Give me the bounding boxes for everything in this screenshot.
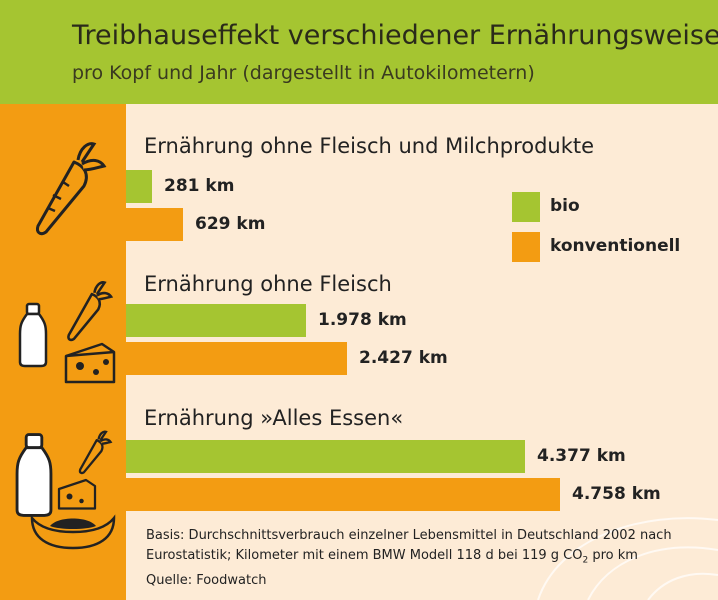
group-title-omnivore: Ernährung »Alles Essen« [144,406,404,430]
footnote-subscript: 2 [582,555,589,566]
value-label-bio-1: 1.978 km [318,310,407,330]
legend-label-conventional: konventionell [550,236,681,256]
milk-bottle-icon [15,433,53,517]
carrot-icon [78,430,113,475]
legend-label-bio: bio [550,196,580,216]
bar-conventional-2 [126,478,560,511]
value-label-conventional-0: 629 km [195,214,266,234]
footnote-line-2-end: pro km [588,548,638,563]
header-band: Treibhauseffekt verschiedener Ernährungs… [0,0,718,104]
legend-swatch-conventional [512,232,540,262]
value-label-conventional-1: 2.427 km [359,348,448,368]
sausage-icon [30,514,116,550]
footnote-line-1: Basis: Durchschnittsverbrauch einzelner … [146,528,672,543]
chart-title: Treibhauseffekt verschiedener Ernährungs… [72,20,718,51]
bar-bio-2 [126,440,525,473]
footnote: Basis: Durchschnittsverbrauch einzelner … [146,526,672,591]
carrot-icon [67,281,114,342]
bar-conventional-0 [126,208,183,241]
bar-bio-0 [126,170,152,203]
milk-bottle-icon [18,302,48,368]
value-label-conventional-2: 4.758 km [572,484,661,504]
value-label-bio-2: 4.377 km [537,446,626,466]
carrot-icon [36,142,107,236]
decorative-swirl [537,517,718,600]
value-label-bio-0: 281 km [164,176,235,196]
group-title-vegan: Ernährung ohne Fleisch und Milchprodukte [144,134,595,158]
bar-bio-1 [126,304,306,337]
bar-conventional-1 [126,342,347,375]
footnote-source: Quelle: Foodwatch [146,572,267,588]
cheese-icon [57,478,97,510]
chart-subtitle: pro Kopf und Jahr (dargestellt in Autoki… [72,62,535,84]
legend-swatch-bio [512,192,540,222]
group-title-vegetarian: Ernährung ohne Fleisch [144,272,392,296]
footnote-line-2-text: Eurostatistik; Kilometer mit einem BMW M… [146,548,583,563]
cheese-icon [64,342,116,384]
footnote-line-2: Eurostatistik; Kilometer mit einem BMW M… [146,546,672,571]
